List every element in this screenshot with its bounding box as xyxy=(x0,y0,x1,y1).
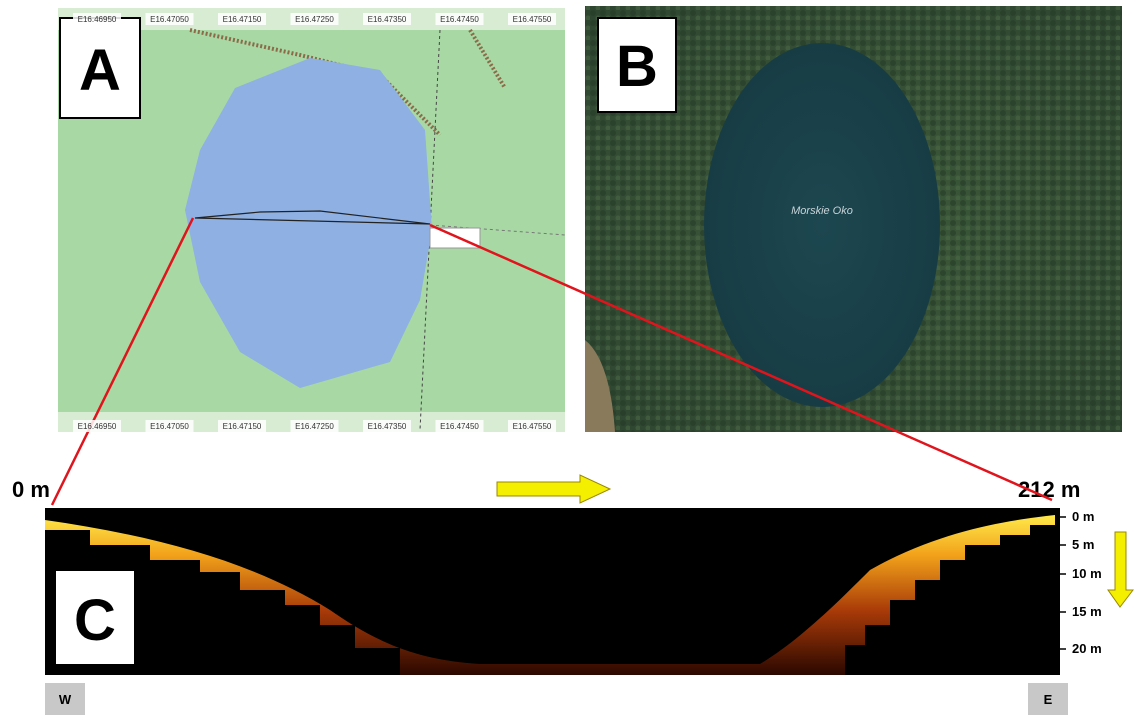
coordinate-label: E16.47350 xyxy=(368,15,407,24)
coordinate-label: E16.47250 xyxy=(295,422,334,431)
coordinate-label: E16.47150 xyxy=(223,15,262,24)
coordinate-label: E16.47050 xyxy=(150,422,189,431)
coordinate-label: E16.47350 xyxy=(368,422,407,431)
coordinate-label: E16.47450 xyxy=(440,422,479,431)
depth-label: 5 m xyxy=(1072,537,1094,552)
coordinate-label: E16.47150 xyxy=(223,422,262,431)
coordinate-label: E16.46950 xyxy=(78,422,117,431)
figure: A Morskie Oko B C 0 m 212 m W E E16.4695… xyxy=(0,0,1134,718)
lake xyxy=(704,43,940,407)
depth-label: 0 m xyxy=(1072,509,1094,524)
panel-label: C xyxy=(74,588,116,653)
coordinate-label: E16.47450 xyxy=(440,15,479,24)
satellite-panel: Morskie Oko B xyxy=(585,6,1122,432)
east-label: E xyxy=(1044,692,1053,707)
panel-label: B xyxy=(616,34,658,99)
depth-label: 10 m xyxy=(1072,566,1102,581)
distance-start: 0 m xyxy=(12,477,50,502)
depth-arrow xyxy=(1108,532,1133,607)
lake-name: Morskie Oko xyxy=(791,205,853,217)
panel-label: A xyxy=(79,38,121,103)
map-panel: A xyxy=(58,8,565,432)
depth-label: 20 m xyxy=(1072,641,1102,656)
coordinate-label: E16.46950 xyxy=(78,15,117,24)
page: A Morskie Oko B C 0 m 212 m W E E16.4695… xyxy=(0,0,1134,718)
direction-arrow xyxy=(497,475,610,503)
west-label: W xyxy=(59,692,72,707)
coordinate-label: E16.47250 xyxy=(295,15,334,24)
coordinate-label: E16.47550 xyxy=(513,422,552,431)
coordinate-label: E16.47050 xyxy=(150,15,189,24)
coordinate-label: E16.47550 xyxy=(513,15,552,24)
sonar-panel: C 0 m 212 m W E xyxy=(12,475,1133,715)
depth-label: 15 m xyxy=(1072,604,1102,619)
